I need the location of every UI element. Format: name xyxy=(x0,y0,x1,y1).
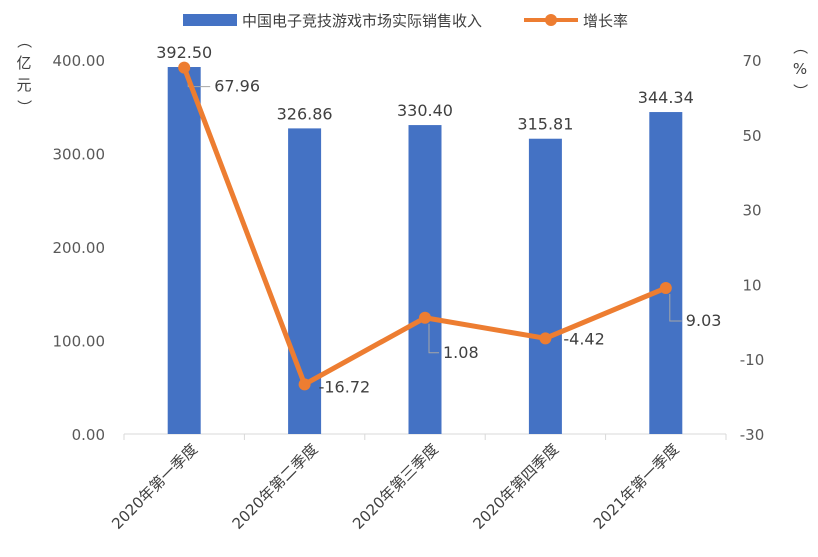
line-data-labels: 67.96 -16.72 1.08 -4.42 9.03 xyxy=(214,77,721,397)
growth-marker xyxy=(539,332,552,345)
x-axis-category-labels: 2020年第一季度 2020年第二季度 2020年第三季度 2020年第四季度 2021… xyxy=(108,440,682,533)
y-right-axis-title-char: % xyxy=(793,60,807,78)
legend: 中国电子竞技游戏市场实际销售收入 增长率 xyxy=(183,12,628,30)
y-right-tick-label: 70 xyxy=(742,52,761,70)
y-left-axis-title-char: 元 xyxy=(16,76,31,94)
y-right-tick-label: -10 xyxy=(740,351,765,369)
y-left-axis-title-char: 亿 xyxy=(16,54,31,72)
y-left-tick-label: 200.00 xyxy=(53,239,106,257)
bar-data-labels: 392.50 326.86 330.40 315.81 344.34 xyxy=(156,43,694,134)
line-data-label: -4.42 xyxy=(563,329,604,348)
y-right-tick-label: 30 xyxy=(742,202,761,220)
bar xyxy=(528,138,562,434)
growth-marker xyxy=(178,61,191,74)
y-left-tick-label: 400.00 xyxy=(53,52,106,70)
legend-label-growth: 增长率 xyxy=(583,12,628,30)
y-left-tick-label: 100.00 xyxy=(53,333,106,351)
y-right-tick-label: 10 xyxy=(742,276,761,294)
bar-data-label: 330.40 xyxy=(397,101,453,120)
x-category-label: 2020年第二季度 xyxy=(229,440,322,533)
line-data-label: 1.08 xyxy=(443,343,479,362)
y-left-axis-title-char: ） xyxy=(15,99,33,114)
y-right-tick-label: -30 xyxy=(740,426,765,444)
legend-label-revenue: 中国电子竞技游戏市场实际销售收入 xyxy=(242,12,482,30)
y-left-tick-labels: 0.00 100.00 200.00 300.00 400.00 xyxy=(53,52,106,444)
bar xyxy=(408,125,442,435)
growth-marker xyxy=(298,378,311,391)
line-data-label: -16.72 xyxy=(319,377,371,396)
y-right-tick-labels: -30 -10 10 30 50 70 xyxy=(740,52,765,444)
bar-series xyxy=(167,67,683,435)
x-category-label: 2020年第四季度 xyxy=(469,440,562,533)
y-right-tick-label: 50 xyxy=(742,127,761,145)
y-right-axis-title-char: ） xyxy=(791,83,809,98)
bar-data-label: 326.86 xyxy=(277,104,333,123)
line-series xyxy=(178,61,672,391)
line-data-label: 67.96 xyxy=(214,77,260,96)
leader-line xyxy=(428,323,439,354)
bar xyxy=(649,112,683,434)
x-category-label: 2020年第一季度 xyxy=(108,440,201,533)
bar xyxy=(167,67,201,434)
y-left-tick-label: 300.00 xyxy=(53,146,106,164)
legend-swatch-revenue xyxy=(183,14,237,26)
bar-data-label: 344.34 xyxy=(638,88,694,107)
line-data-label: 9.03 xyxy=(686,311,722,330)
leader-line xyxy=(669,294,682,322)
y-right-axis-title: （% ） xyxy=(791,39,809,98)
y-left-tick-label: 0.00 xyxy=(72,426,105,444)
growth-marker xyxy=(659,282,672,295)
x-axis-ticks xyxy=(123,434,727,440)
y-right-axis-title-char: （ xyxy=(791,39,809,54)
growth-marker xyxy=(419,311,431,324)
bar-data-label: 315.81 xyxy=(517,115,573,134)
x-category-label: 2021年第一季度 xyxy=(590,440,683,533)
x-category-label: 2020年第三季度 xyxy=(349,440,442,533)
y-left-axis-title: （ 亿元 ） xyxy=(15,33,33,114)
bar-data-label: 392.50 xyxy=(156,43,212,62)
legend-swatch-growth-marker xyxy=(545,14,557,26)
y-left-axis-title-char: （ xyxy=(15,33,33,48)
